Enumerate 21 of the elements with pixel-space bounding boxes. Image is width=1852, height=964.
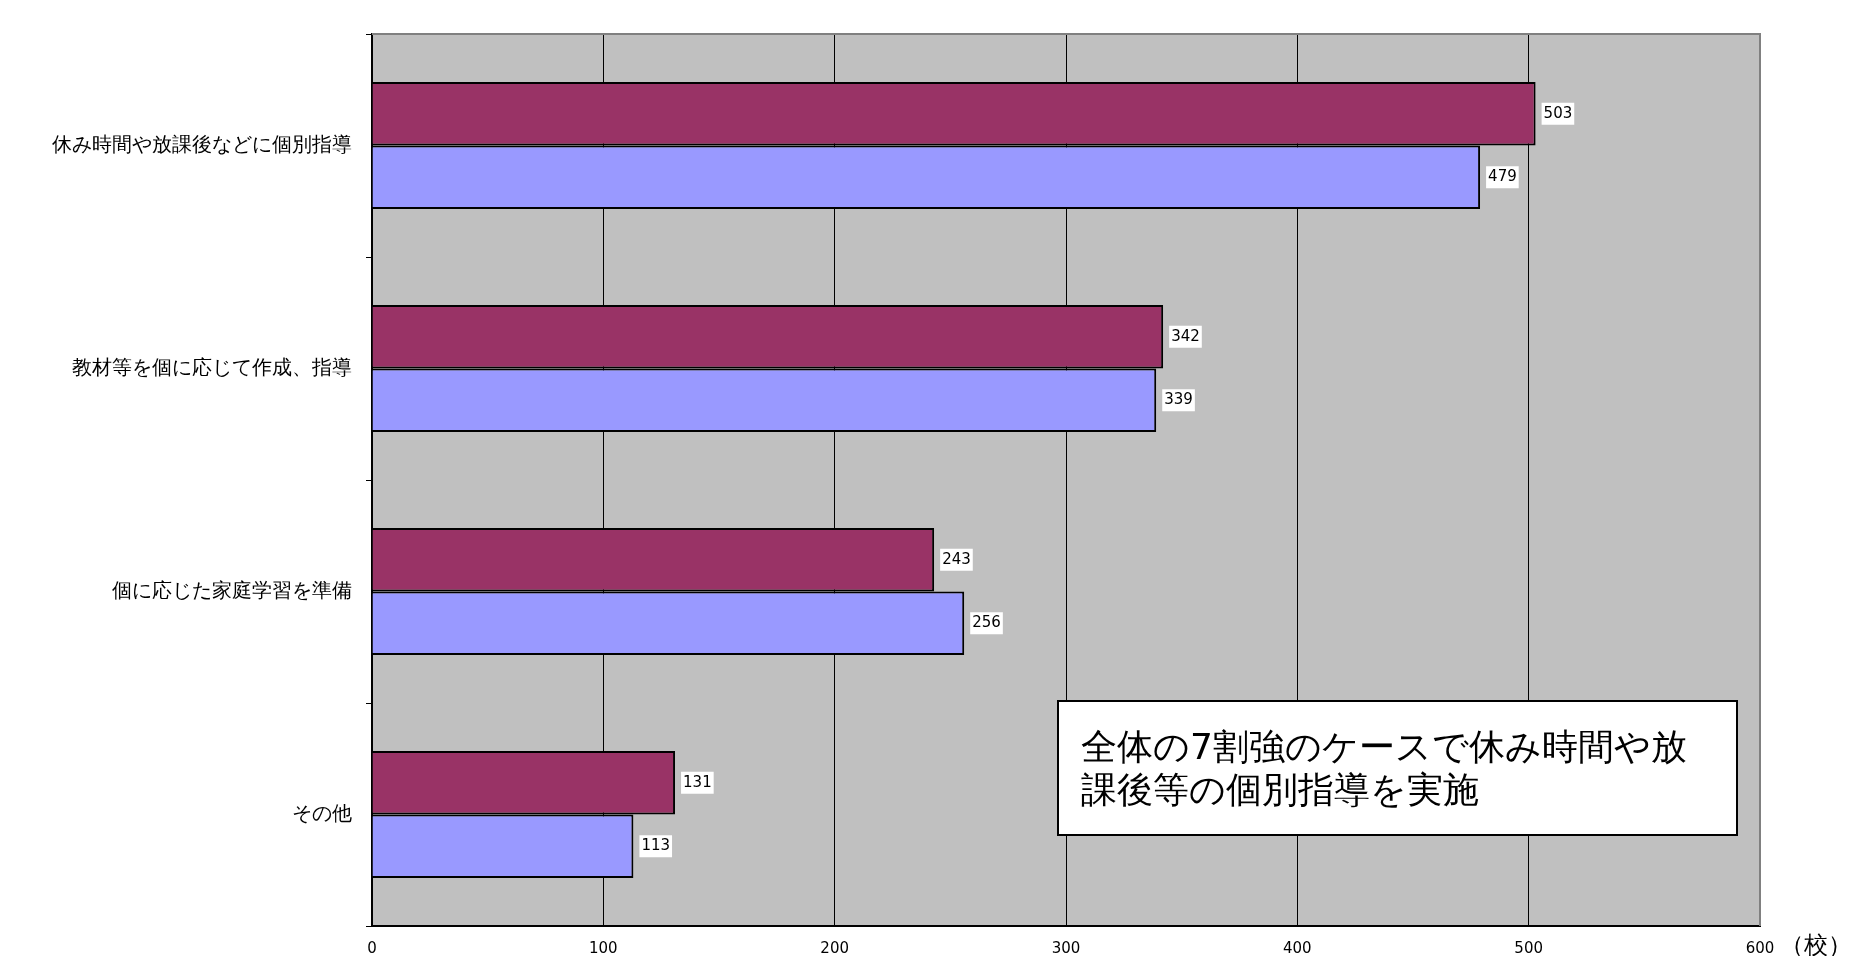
data-label: 131 (683, 772, 712, 791)
x-tick-label: 100 (589, 938, 618, 957)
annotation: 全体の7割強のケースで休み時間や放課後等の個別指導を実施 (1081, 725, 1688, 811)
x-tick-label: 0 (367, 938, 377, 957)
callout-box: 全体の7割強のケースで休み時間や放課後等の個別指導を実施 (1057, 700, 1738, 836)
y-tick-label: 個に応じた家庭学習を準備 (112, 577, 352, 602)
data-label: 243 (942, 549, 971, 568)
x-tick-label: 300 (1051, 938, 1081, 957)
x-tick-label: 600 (1745, 938, 1775, 957)
y-tick-label: 休み時間や放課後などに個別指導 (52, 131, 352, 156)
data-label: 339 (1164, 390, 1193, 409)
x-tick-label: 400 (1283, 938, 1312, 957)
data-label: 503 (1543, 103, 1573, 122)
y-tick-label: 教材等を個に応じて作成、指導 (72, 354, 352, 379)
data-label: 113 (641, 836, 671, 855)
y-tick-label: その他 (292, 800, 352, 825)
x-tick-label: 500 (1514, 938, 1543, 957)
x-tick-label: 200 (820, 938, 849, 957)
data-label: 479 (1488, 167, 1517, 186)
data-label: 256 (972, 613, 1001, 632)
data-label: 342 (1171, 326, 1200, 345)
